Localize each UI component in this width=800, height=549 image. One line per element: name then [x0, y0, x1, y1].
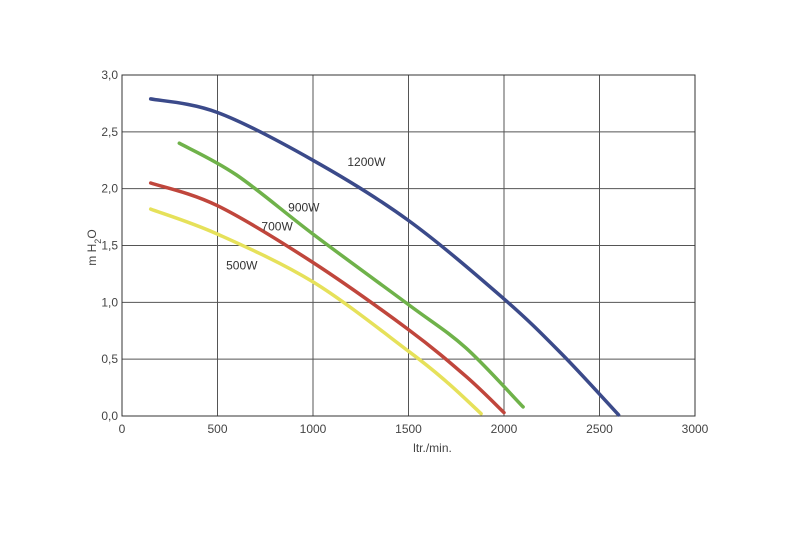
y-tick-label: 2,0	[101, 182, 118, 196]
y-axis-label: m H2O	[85, 229, 103, 265]
series-line-1200w	[148, 97, 621, 417]
x-tick-label: 1000	[300, 422, 327, 436]
series-line-500w	[148, 207, 483, 416]
series-label-1200w: 1200W	[347, 155, 386, 169]
x-tick-label: 2000	[491, 422, 518, 436]
grid-lines	[121, 74, 696, 417]
series-line-900w	[177, 141, 525, 409]
y-tick-labels: 0,0 0,5 1,0 1,5 2,0 2,5 3,0	[101, 68, 118, 423]
series-label-900w: 900W	[288, 200, 320, 214]
y-tick-label: 3,0	[101, 68, 118, 82]
y-tick-label: 1,0	[101, 295, 118, 309]
y-axis-label-main: m H	[85, 244, 99, 266]
x-tick-label: 0	[119, 422, 126, 436]
plot-frame	[121, 74, 696, 417]
series-lines	[148, 97, 621, 417]
series-label-700w: 700W	[261, 220, 293, 234]
y-tick-label: 0,5	[101, 352, 118, 366]
y-tick-label: 0,0	[101, 409, 118, 423]
y-axis-label-end: O	[85, 229, 99, 238]
series-line-700w	[148, 181, 506, 415]
x-tick-label: 1500	[395, 422, 422, 436]
series-labels: 1200W 900W 700W 500W	[226, 155, 386, 272]
x-tick-label: 500	[207, 422, 227, 436]
y-tick-label: 2,5	[101, 125, 118, 139]
x-tick-label: 2500	[586, 422, 613, 436]
x-axis-label: ltr./min.	[413, 441, 452, 455]
x-tick-label: 3000	[682, 422, 709, 436]
x-tick-labels: 0 500 1000 1500 2000 2500 3000	[119, 422, 709, 436]
y-axis-label-sub: 2	[93, 239, 103, 244]
y-tick-label: 1,5	[101, 239, 118, 253]
series-label-500w: 500W	[226, 258, 258, 272]
